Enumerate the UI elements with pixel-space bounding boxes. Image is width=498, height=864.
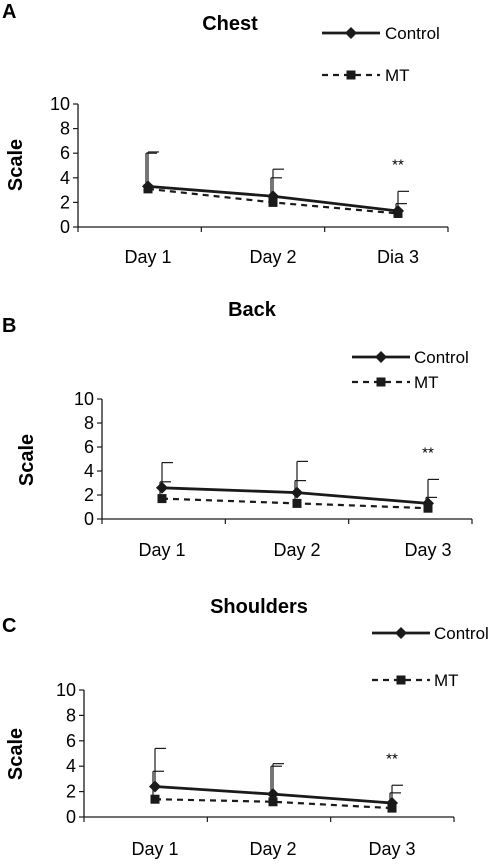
y-axis-label: Scale [16, 434, 38, 486]
data-point-mt [143, 184, 153, 194]
y-tick-label: 8 [66, 705, 76, 725]
y-tick-label: 10 [50, 94, 70, 114]
chart-title: Back [228, 299, 277, 321]
x-tick-label: Day 3 [404, 540, 451, 560]
y-tick-label: 4 [66, 756, 76, 776]
y-tick-label: 2 [60, 192, 70, 212]
data-point-mt [393, 208, 403, 218]
x-tick-label: Day 2 [249, 247, 296, 267]
legend-label-mt: MT [385, 66, 410, 85]
y-tick-label: 8 [84, 413, 94, 433]
legend-label-mt: MT [434, 671, 459, 690]
data-point-mt [268, 197, 278, 207]
legend-label-control: Control [414, 348, 469, 367]
panel-label: B [2, 315, 16, 337]
y-axis-label: Scale [5, 139, 27, 191]
y-tick-label: 0 [66, 807, 76, 827]
data-point-control [156, 481, 168, 494]
data-point-control [267, 788, 279, 801]
y-tick-label: 2 [84, 485, 94, 505]
significance-marker: ** [392, 156, 404, 173]
data-point-mt [423, 503, 433, 513]
significance-marker: ** [422, 444, 434, 461]
y-tick-label: 0 [84, 509, 94, 529]
legend-marker-mt [346, 70, 356, 80]
x-tick-label: Dia 3 [377, 247, 419, 267]
legend-label-control: Control [385, 24, 440, 43]
y-tick-label: 6 [84, 437, 94, 457]
panel-label: A [2, 1, 16, 23]
y-tick-label: 10 [74, 389, 94, 409]
x-tick-label: Day 2 [273, 540, 320, 560]
y-tick-label: 4 [60, 168, 70, 188]
data-point-mt [157, 494, 167, 504]
chart-title: Chest [202, 13, 258, 35]
y-tick-label: 6 [60, 143, 70, 163]
chart-title: Shoulders [210, 596, 308, 618]
y-axis-label: Scale [5, 728, 27, 780]
legend-marker-mt [396, 675, 406, 685]
y-tick-label: 0 [60, 217, 70, 237]
data-point-mt [292, 498, 302, 508]
legend-marker-control [375, 351, 387, 363]
legend-label-mt: MT [414, 373, 439, 392]
significance-marker: ** [386, 750, 398, 767]
x-tick-label: Day 1 [138, 540, 185, 560]
y-tick-label: 8 [60, 119, 70, 139]
x-tick-label: Day 2 [249, 839, 296, 859]
legend-marker-mt [376, 377, 386, 387]
data-point-control [291, 486, 303, 499]
y-tick-label: 4 [84, 461, 94, 481]
data-point-mt [387, 803, 397, 813]
y-tick-label: 2 [66, 782, 76, 802]
legend-marker-control [345, 27, 357, 39]
data-point-control [149, 780, 161, 793]
panel-label: C [2, 615, 16, 637]
x-tick-label: Day 1 [131, 839, 178, 859]
data-point-mt [150, 794, 160, 804]
data-point-mt [268, 797, 278, 807]
legend-label-control: Control [434, 624, 489, 643]
legend-marker-control [395, 627, 407, 639]
x-tick-label: Day 3 [368, 839, 415, 859]
y-tick-label: 10 [56, 680, 76, 700]
x-tick-label: Day 1 [124, 247, 171, 267]
y-tick-label: 6 [66, 731, 76, 751]
